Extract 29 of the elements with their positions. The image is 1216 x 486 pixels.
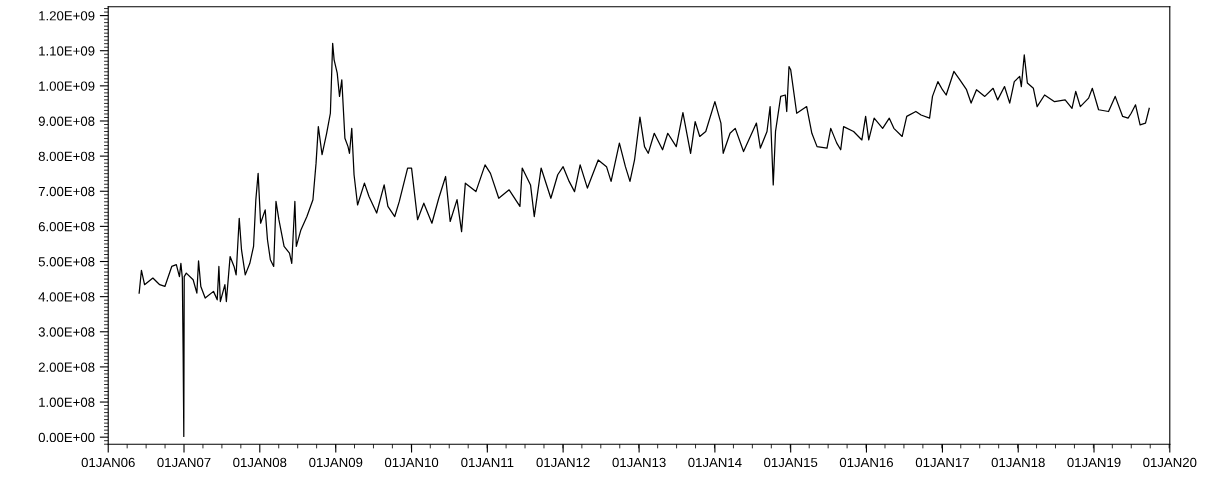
x-tick-label: 01JAN17 (915, 457, 969, 468)
x-tick-label: 01JAN13 (612, 457, 666, 468)
x-tick-label: 01JAN20 (1143, 457, 1197, 468)
x-tick-label: 01JAN12 (536, 457, 590, 468)
y-tick-label: 5.00E+08 (38, 257, 95, 267)
x-tick-label: 01JAN07 (157, 457, 211, 468)
y-tick-label: 1.00E+08 (39, 397, 95, 407)
x-tick-label: 01JAN16 (839, 457, 894, 468)
x-tick-label: 01JAN11 (461, 457, 514, 468)
y-tick-label: 1.10E+09 (39, 46, 95, 56)
y-tick-label: 1.00E+09 (39, 81, 95, 91)
x-tick-label: 01JAN09 (309, 457, 363, 468)
y-tick-label: 6.00E+08 (38, 221, 95, 232)
x-tick-label: 01JAN10 (384, 457, 439, 468)
y-tick-label: 7.00E+08 (38, 186, 95, 197)
x-tick-label: 01JAN18 (991, 457, 1045, 468)
y-tick-label: 1.20E+09 (39, 11, 95, 21)
y-tick-label: 9.00E+08 (38, 116, 95, 126)
x-tick-label: 01JAN08 (233, 457, 287, 468)
y-tick-label: 2.00E+08 (38, 362, 95, 372)
x-tick-label: 01JAN15 (764, 457, 818, 468)
x-tick-label: 01JAN19 (1067, 457, 1121, 468)
y-tick-label: 0.00E+00 (38, 432, 95, 443)
y-tick-label: 8.00E+08 (38, 151, 95, 162)
x-tick-label: 01JAN14 (688, 457, 742, 468)
line-series (138, 42, 1150, 438)
x-tick-label: 01JAN06 (81, 457, 135, 468)
y-tick-label: 3.00E+08 (38, 327, 95, 337)
y-tick-label: 4.00E+08 (38, 292, 95, 302)
